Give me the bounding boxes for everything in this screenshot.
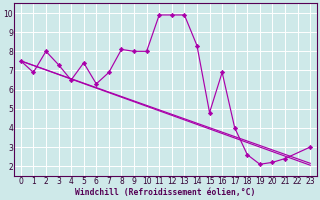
X-axis label: Windchill (Refroidissement éolien,°C): Windchill (Refroidissement éolien,°C): [75, 188, 256, 197]
